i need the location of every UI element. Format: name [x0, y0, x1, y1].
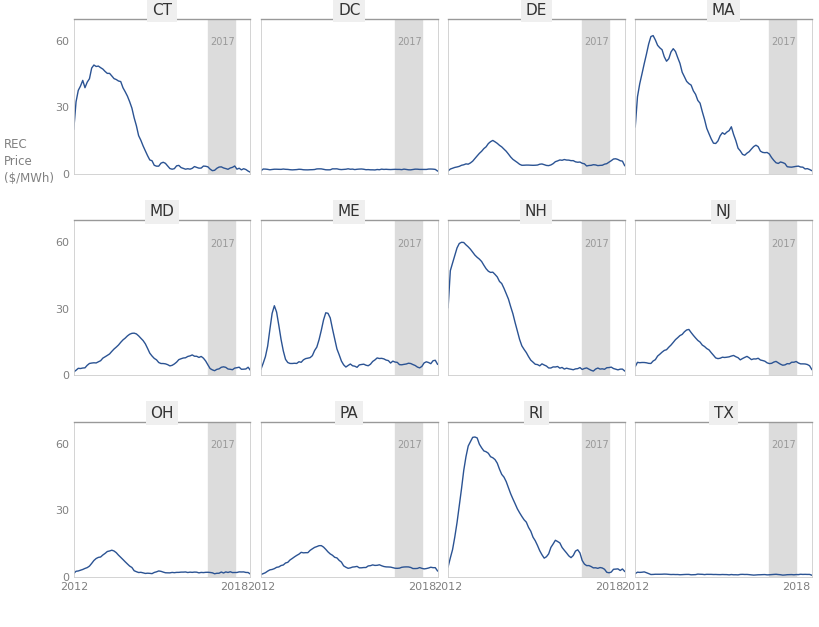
Text: 2017: 2017: [584, 38, 609, 48]
Bar: [208, 422, 234, 577]
Bar: [581, 422, 609, 577]
Bar: [395, 19, 421, 174]
Title: TX: TX: [713, 406, 732, 421]
Title: DE: DE: [525, 3, 546, 18]
Text: 2017: 2017: [396, 38, 422, 48]
Text: 2017: 2017: [210, 440, 234, 450]
Text: REC
Price
($/MWh): REC Price ($/MWh): [4, 138, 54, 185]
Title: MA: MA: [711, 3, 735, 18]
Bar: [208, 220, 234, 376]
Title: NH: NH: [524, 204, 547, 219]
Text: 2017: 2017: [396, 239, 422, 249]
Title: DC: DC: [337, 3, 360, 18]
Text: 2017: 2017: [210, 239, 234, 249]
Text: 2017: 2017: [210, 38, 234, 48]
Bar: [395, 220, 421, 376]
Title: CT: CT: [152, 3, 172, 18]
Bar: [768, 19, 795, 174]
Text: 2017: 2017: [771, 38, 795, 48]
Text: 2017: 2017: [771, 440, 795, 450]
Text: 2017: 2017: [584, 239, 609, 249]
Bar: [395, 422, 421, 577]
Bar: [768, 422, 795, 577]
Title: MD: MD: [149, 204, 174, 219]
Text: 2017: 2017: [771, 239, 795, 249]
Title: RI: RI: [528, 406, 543, 421]
Text: 2017: 2017: [584, 440, 609, 450]
Title: OH: OH: [150, 406, 174, 421]
Bar: [768, 220, 795, 376]
Title: PA: PA: [340, 406, 358, 421]
Bar: [581, 220, 609, 376]
Bar: [208, 19, 234, 174]
Title: ME: ME: [337, 204, 360, 219]
Bar: [581, 19, 609, 174]
Text: 2017: 2017: [396, 440, 422, 450]
Title: NJ: NJ: [715, 204, 731, 219]
